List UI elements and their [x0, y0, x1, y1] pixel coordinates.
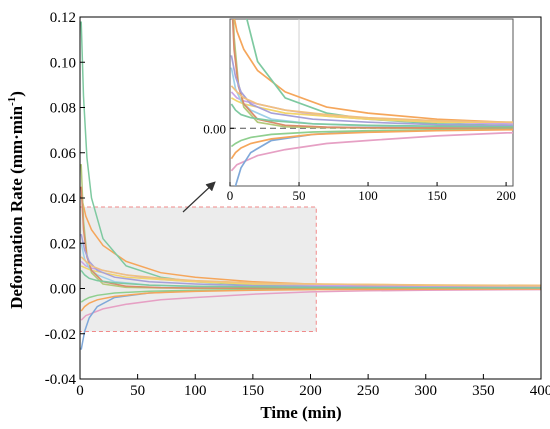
series-line-12: [80, 256, 541, 287]
highlight-region: [80, 206, 317, 332]
inset-series-line-9: [231, 19, 513, 130]
x-tick-label-3: 150: [242, 383, 265, 399]
x-tick-label-4: 200: [299, 383, 322, 399]
y-axis-label: Deformation Rate (mm·min-1): [6, 91, 26, 309]
y-tick-label-8: 0.12: [50, 10, 76, 26]
y-tick-label-6: 0.08: [50, 101, 76, 117]
inset-y-tick-label: 0.00: [203, 121, 226, 136]
inset-series-line-12: [230, 85, 513, 124]
y-tick-label-1: -0.02: [45, 327, 76, 343]
x-axis-label: Time (min): [260, 403, 341, 422]
inset-x-tick-label-4: 200: [496, 188, 516, 203]
x-tick-label-5: 250: [357, 383, 380, 399]
inset-series-line-14: [230, 103, 513, 128]
inset-series-line-1: [233, 19, 513, 124]
inset-x-tick-label-3: 150: [427, 188, 447, 203]
inset-series-line-4: [230, 131, 513, 172]
x-tick-label-7: 350: [472, 383, 495, 399]
y-tick-label-2: 0.00: [50, 282, 76, 298]
x-tick-label-8: 400: [530, 383, 550, 399]
x-tick-label-2: 100: [184, 383, 207, 399]
x-tick-label-0: 0: [76, 383, 84, 399]
series-line-14: [80, 269, 541, 289]
y-axis-label-superscript: -1: [6, 97, 18, 106]
y-tick-label-7: 0.10: [50, 55, 76, 71]
y-axis-label-main: Deformation Rate (mm·min: [7, 105, 26, 309]
y-tick-label-0: -0.04: [45, 372, 77, 388]
y-tick-label-5: 0.06: [50, 146, 77, 162]
zoom-arrow: [182, 181, 216, 213]
inset-x-tick-label-0: 0: [227, 188, 234, 203]
inset-lines: [230, 19, 513, 186]
x-tick-label-6: 300: [415, 383, 438, 399]
y-tick-label-3: 0.02: [50, 236, 76, 252]
inset-series-line-2: [245, 19, 513, 127]
x-tick-label-1: 50: [130, 383, 145, 399]
series-line-1: [80, 195, 541, 288]
series-line-4: [80, 288, 541, 321]
inset-series-line-13: [230, 128, 513, 160]
series-line-13: [80, 288, 541, 312]
inset-x-tick-label-1: 50: [293, 188, 306, 203]
inset-series-line-10: [230, 55, 513, 127]
inset-panel: [229, 18, 514, 187]
inset-x-tick-label-2: 100: [358, 188, 378, 203]
y-tick-label-4: 0.04: [50, 191, 77, 207]
inset-series-line-11: [230, 128, 513, 148]
y-axis-label-close: ): [7, 91, 26, 97]
